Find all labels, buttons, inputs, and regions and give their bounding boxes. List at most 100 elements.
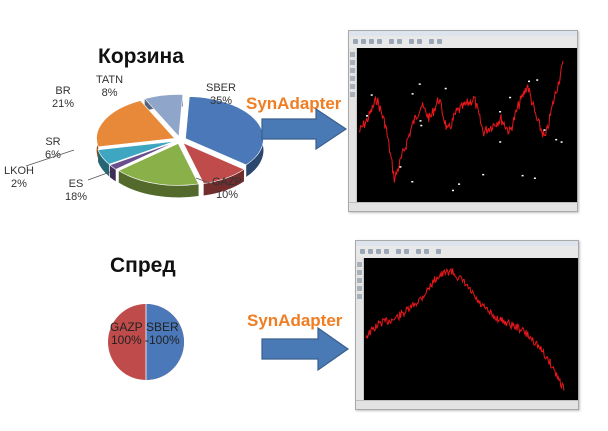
top-chart-price-axis: [565, 48, 577, 203]
toolbar-icon[interactable]: [360, 249, 365, 254]
toolbar-icon[interactable]: [437, 39, 442, 44]
top-chart-drawing-tools: [349, 48, 357, 203]
toolbar-icon[interactable]: [424, 249, 429, 254]
tool-icon[interactable]: [350, 60, 355, 65]
pie-label-lkoh: LKOH 2%: [4, 165, 34, 191]
price-marker: [482, 173, 485, 176]
tool-icon[interactable]: [357, 262, 362, 267]
tool-icon[interactable]: [357, 270, 362, 275]
pie-label-br-name: BR: [55, 85, 71, 97]
tool-icon[interactable]: [350, 68, 355, 73]
basket-title: Корзина: [98, 45, 184, 68]
price-marker: [452, 189, 454, 192]
toolbar-icon[interactable]: [369, 39, 374, 44]
spread-label-gazp-percent: 100%: [110, 333, 142, 347]
top-chart-statusbar: [349, 202, 577, 211]
price-marker: [419, 120, 422, 122]
pie-label-es-name: ES: [68, 178, 84, 190]
toolbar-icon[interactable]: [417, 39, 422, 44]
toolbar-icon[interactable]: [416, 249, 421, 254]
price-marker: [399, 166, 402, 168]
price-marker: [366, 115, 368, 117]
toolbar-icon[interactable]: [396, 249, 401, 254]
toolbar-icon[interactable]: [409, 39, 414, 44]
price-marker: [499, 141, 502, 143]
spread-title: Спред: [110, 254, 176, 277]
top-chart-titlebar: [349, 31, 577, 36]
toolbar-icon[interactable]: [353, 39, 358, 44]
toolbar-icon[interactable]: [368, 249, 373, 254]
leader-line-lkoh: [25, 149, 75, 167]
spread-label-gazp-name: GAZP: [110, 320, 143, 334]
pie-leader-lines: [25, 149, 213, 185]
toolbar-icon[interactable]: [377, 39, 382, 44]
arrow-right-icon: [261, 107, 348, 151]
arrow-shape-top: [261, 107, 348, 151]
spread-label-sber: SBER -100%: [145, 321, 180, 347]
spread-slice-sber: [146, 304, 184, 380]
price-marker: [458, 183, 461, 185]
pie-label-gazp-name: GAZP: [212, 176, 242, 188]
tool-icon[interactable]: [350, 84, 355, 89]
tool-icon[interactable]: [357, 286, 362, 291]
synadapter-label-bottom: SynAdapter: [247, 311, 343, 330]
bottom-chart-price-axis: [566, 258, 578, 401]
tool-icon[interactable]: [350, 92, 355, 97]
toolbar-icon[interactable]: [376, 249, 381, 254]
pie-slice-sr: [97, 141, 175, 165]
price-marker: [420, 124, 423, 127]
price-marker: [509, 96, 512, 99]
pie-slice-br: [96, 100, 176, 148]
pie-slice-gazp: [182, 142, 245, 184]
pie-label-br: BR 21%: [52, 85, 74, 111]
toolbar-icon[interactable]: [429, 39, 434, 44]
spread-label-sber-name: SBER: [146, 320, 179, 334]
top-price-markers: [366, 79, 563, 192]
pie-label-tatn-name: TATN: [96, 74, 124, 86]
leader-line-gazp: [195, 177, 213, 185]
top-chart-plot-area[interactable]: [357, 48, 565, 203]
leader-line-es: [87, 171, 111, 181]
pie-slice-side-lkoh: [109, 165, 116, 182]
pie-label-lkoh-name: LKOH: [4, 165, 34, 177]
pie-slice-sber: [185, 96, 264, 166]
tool-icon[interactable]: [350, 52, 355, 57]
toolbar-icon[interactable]: [384, 249, 389, 254]
tool-icon[interactable]: [357, 278, 362, 283]
toolbar-icon[interactable]: [404, 249, 409, 254]
pie-label-es-percent: 18%: [65, 191, 88, 203]
pie-label-tatn-percent: 8%: [101, 87, 118, 99]
spread-label-gazp: GAZP 100%: [110, 321, 143, 347]
arrow-right-icon: [261, 326, 350, 372]
bottom-price-series: [365, 267, 565, 391]
bottom-chart-plot-area[interactable]: [364, 258, 566, 401]
tool-icon[interactable]: [357, 294, 362, 299]
top-price-chart: [358, 60, 564, 192]
bottom-chart-titlebar: [356, 241, 578, 246]
tool-icon[interactable]: [350, 76, 355, 81]
pie-slice-lkoh: [109, 141, 176, 170]
pie-label-sr-name: SR: [45, 136, 61, 148]
toolbar-icon[interactable]: [397, 39, 402, 44]
price-marker: [536, 79, 539, 81]
price-marker: [555, 138, 558, 141]
spread-pie-chart: [108, 304, 184, 380]
pie-label-gazp: GAZP 10%: [212, 176, 242, 202]
price-marker: [528, 80, 530, 83]
pie-slice-es: [118, 143, 200, 186]
pie-slice-side-gazp: [203, 169, 245, 196]
price-marker: [521, 174, 524, 177]
price-marker: [418, 83, 421, 85]
price-marker: [370, 94, 373, 96]
synadapter-label-top: SynAdapter: [246, 94, 342, 113]
pie-label-gazp-percent: 10%: [215, 189, 238, 201]
price-marker: [499, 111, 502, 113]
arrow-shape-bottom: [261, 326, 350, 372]
toolbar-icon[interactable]: [361, 39, 366, 44]
basket-pie-chart: [96, 94, 264, 198]
toolbar-icon[interactable]: [389, 39, 394, 44]
toolbar-icon[interactable]: [436, 249, 441, 254]
top-chart-window: [348, 30, 578, 212]
bottom-price-chart: [365, 267, 565, 391]
pie-label-lkoh-percent: 2%: [11, 178, 27, 190]
